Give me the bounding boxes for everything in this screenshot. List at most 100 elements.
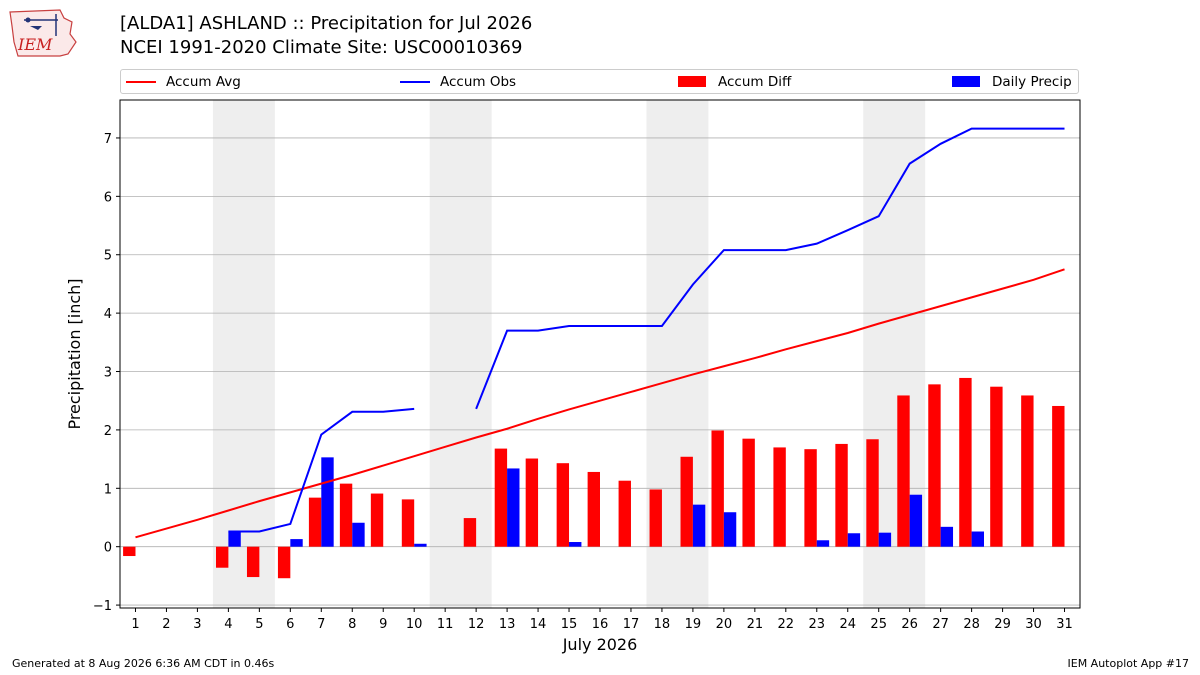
x-tick-label: 23 — [809, 617, 826, 632]
x-tick-label: 11 — [437, 617, 454, 632]
x-ticks: 1 2 3 4 5 6 7 8 9 10 11 12 13 14 15 16 17 18 19 20 21 22 23 24 2… — [131, 608, 1073, 632]
x-tick-label: 21 — [747, 617, 764, 632]
x-tick-label: 1 — [131, 617, 139, 632]
bar-daily-precip-day-15 — [569, 542, 582, 547]
x-tick-label: 8 — [348, 617, 356, 632]
bar-accum-diff-day-17 — [618, 480, 631, 547]
y-ticks: −1 0 1 2 3 4 5 6 7 — [93, 132, 120, 614]
bar-daily-precip-day-10 — [414, 543, 427, 547]
bar-accum-diff-day-16 — [587, 471, 600, 547]
generated-note: Generated at 8 Aug 2026 6:36 AM CDT in 0… — [12, 657, 275, 670]
bar-accum-diff-day-9 — [370, 493, 384, 547]
weekend-band-1 — [212, 100, 275, 608]
bar-accum-diff-day-7 — [308, 497, 322, 547]
bar-accum-diff-day-14 — [525, 458, 539, 547]
x-tick-label: 10 — [406, 617, 423, 632]
bar-accum-diff-day-22 — [773, 447, 786, 547]
bar-daily-precip-day-28 — [971, 531, 984, 547]
bar-daily-precip-day-23 — [816, 540, 830, 547]
bar-accum-diff-day-5 — [246, 546, 260, 578]
bar-accum-diff-day-1 — [123, 546, 136, 557]
line-accum-avg-segment-1 — [135, 268, 1065, 539]
x-tick-label: 17 — [623, 617, 640, 632]
bar-daily-precip-day-4 — [228, 531, 241, 547]
x-tick-label: 31 — [1056, 617, 1073, 632]
y-tick-label: 7 — [104, 132, 112, 147]
bar-accum-diff-day-13 — [494, 448, 508, 547]
bar-daily-precip-day-7 — [321, 457, 334, 547]
x-tick-label: 16 — [592, 617, 609, 632]
iem-logo: IEM — [9, 9, 77, 57]
bar-accum-diff-day-10 — [401, 499, 415, 547]
bar-accum-diff-day-20 — [711, 430, 724, 547]
bar-daily-precip-day-20 — [723, 512, 737, 547]
legend-swatch-daily-precip — [952, 76, 980, 87]
y-tick-label: 3 — [104, 366, 112, 381]
x-tick-label: 22 — [778, 617, 795, 632]
y-tick-label: 4 — [104, 307, 112, 322]
line-accum-obs-segment-2 — [475, 127, 1065, 410]
x-tick-label: 14 — [530, 617, 547, 632]
bar-accum-diff-day-4 — [216, 546, 229, 568]
bar-accum-diff-day-15 — [556, 463, 570, 547]
y-tick-label: 2 — [104, 424, 112, 439]
x-tick-label: 9 — [379, 617, 387, 632]
bar-accum-diff-day-8 — [339, 483, 353, 547]
legend-swatch-accum-obs — [400, 81, 430, 83]
x-axis-label: July 2026 — [562, 635, 638, 654]
x-tick-label: 7 — [317, 617, 325, 632]
bar-accum-diff-day-21 — [742, 438, 755, 547]
x-tick-label: 15 — [561, 617, 578, 632]
bar-accum-diff-day-30 — [1021, 395, 1034, 547]
x-tick-label: 6 — [286, 617, 294, 632]
x-tick-label: 18 — [654, 617, 671, 632]
bar-accum-diff-day-28 — [959, 377, 972, 547]
legend-swatch-accum-avg — [126, 81, 156, 83]
bar-accum-diff-day-27 — [928, 384, 941, 547]
bar-series — [123, 377, 1065, 579]
bar-accum-diff-day-31 — [1052, 405, 1065, 547]
chart-subtitle: NCEI 1991-2020 Climate Site: USC00010369 — [120, 37, 523, 58]
bar-daily-precip-day-8 — [352, 522, 365, 547]
iem-logo-text: IEM — [17, 35, 53, 54]
chart-legend: Accum Avg Accum Obs Accum Diff Daily Pre… — [120, 69, 1079, 94]
legend-swatch-accum-diff — [678, 76, 706, 87]
bar-accum-diff-day-26 — [897, 395, 910, 547]
x-tick-label: 28 — [963, 617, 980, 632]
bar-accum-diff-day-23 — [804, 449, 817, 547]
x-tick-label: 24 — [839, 617, 856, 632]
y-tick-label: 1 — [104, 482, 112, 497]
x-tick-label: 29 — [994, 617, 1011, 632]
line-series — [135, 127, 1065, 539]
bar-daily-precip-day-27 — [940, 526, 954, 547]
bar-daily-precip-day-13 — [507, 468, 520, 547]
y-axis-label: Precipitation [inch] — [65, 278, 84, 429]
x-tick-label: 12 — [468, 617, 485, 632]
weekend-band-2 — [429, 100, 492, 608]
bar-daily-precip-day-24 — [847, 533, 861, 547]
weekend-bands — [212, 100, 926, 608]
x-tick-label: 13 — [499, 617, 516, 632]
bar-accum-diff-day-29 — [990, 386, 1003, 547]
y-tick-label: 0 — [104, 541, 112, 556]
x-tick-label: 30 — [1025, 617, 1042, 632]
bar-accum-diff-day-6 — [277, 546, 291, 579]
bar-accum-diff-day-25 — [866, 439, 879, 547]
bar-daily-precip-day-19 — [692, 504, 706, 547]
line-accum-obs-segment-1 — [228, 407, 415, 533]
x-tick-label: 2 — [162, 617, 170, 632]
bar-daily-precip-day-25 — [878, 532, 892, 547]
x-tick-label: 4 — [224, 617, 232, 632]
legend-label-accum-obs: Accum Obs — [440, 74, 517, 90]
y-tick-label: −1 — [93, 599, 112, 614]
x-tick-label: 19 — [685, 617, 702, 632]
bar-accum-diff-day-19 — [680, 456, 693, 547]
x-tick-label: 27 — [932, 617, 949, 632]
y-tick-label: 5 — [104, 249, 112, 264]
bar-accum-diff-day-12 — [463, 518, 477, 547]
bar-accum-diff-day-18 — [649, 489, 662, 547]
x-tick-label: 26 — [901, 617, 918, 632]
bar-accum-diff-day-24 — [835, 443, 848, 547]
bar-daily-precip-day-6 — [290, 539, 303, 547]
x-tick-label: 3 — [193, 617, 201, 632]
